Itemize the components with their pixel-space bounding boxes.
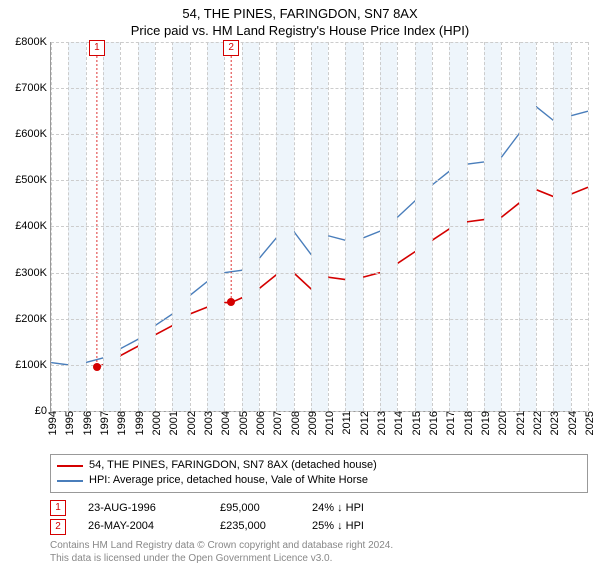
x-axis-label: 2015 <box>407 411 423 435</box>
x-axis-label: 2018 <box>459 411 475 435</box>
x-axis-label: 2016 <box>424 411 440 435</box>
x-axis-label: 2021 <box>511 411 527 435</box>
chart-container: 54, THE PINES, FARINGDON, SN7 8AX Price … <box>0 0 600 560</box>
y-axis-label: £700K <box>15 82 51 94</box>
legend-box: 54, THE PINES, FARINGDON, SN7 8AX (detac… <box>50 454 588 493</box>
sale-row-marker: 1 <box>50 500 66 516</box>
x-axis-label: 2022 <box>528 411 544 435</box>
sale-row: 2 26-MAY-2004 £235,000 25% ↓ HPI <box>50 517 588 536</box>
y-axis-label: £100K <box>15 359 51 371</box>
x-axis-label: 2023 <box>545 411 561 435</box>
y-axis-label: £300K <box>15 267 51 279</box>
legend-swatch <box>57 465 83 467</box>
x-axis-label: 2025 <box>580 411 596 435</box>
x-axis-label: 2011 <box>337 411 353 435</box>
sale-price: £95,000 <box>220 499 290 518</box>
x-axis-label: 2003 <box>199 411 215 435</box>
sales-table: 1 23-AUG-1996 £95,000 24% ↓ HPI 2 26-MAY-2004… <box>50 499 588 536</box>
legend-swatch <box>57 480 83 482</box>
sale-marker-2: 2 <box>223 40 239 56</box>
x-axis-label: 1995 <box>60 411 76 435</box>
legend-item: 54, THE PINES, FARINGDON, SN7 8AX (detac… <box>57 458 581 473</box>
legend-label: 54, THE PINES, FARINGDON, SN7 8AX (detac… <box>89 458 377 473</box>
x-axis-label: 2017 <box>441 411 457 435</box>
sale-delta: 24% ↓ HPI <box>312 499 364 518</box>
footnote-line1: Contains HM Land Registry data © Crown c… <box>50 540 588 553</box>
x-axis-label: 1998 <box>112 411 128 435</box>
x-axis-label: 2002 <box>182 411 198 435</box>
x-axis-label: 2019 <box>476 411 492 435</box>
x-axis-label: 1996 <box>78 411 94 435</box>
x-axis-label: 2014 <box>389 411 405 435</box>
legend-label: HPI: Average price, detached house, Vale… <box>89 473 368 488</box>
y-axis-label: £600K <box>15 128 51 140</box>
sale-row-marker: 2 <box>50 519 66 535</box>
x-axis-label: 2010 <box>320 411 336 435</box>
footnote: Contains HM Land Registry data © Crown c… <box>50 540 588 565</box>
chart-title-line1: 54, THE PINES, FARINGDON, SN7 8AX <box>0 0 600 23</box>
sale-date: 23-AUG-1996 <box>88 499 198 518</box>
sale-dot-1 <box>93 363 101 371</box>
sale-price: £235,000 <box>220 517 290 536</box>
sale-delta: 25% ↓ HPI <box>312 517 364 536</box>
x-axis-label: 2001 <box>164 411 180 435</box>
x-axis-label: 2000 <box>147 411 163 435</box>
x-axis-label: 2012 <box>355 411 371 435</box>
y-axis-label: £500K <box>15 174 51 186</box>
x-axis-label: 2009 <box>303 411 319 435</box>
x-axis-label: 2004 <box>216 411 232 435</box>
y-axis-label: £400K <box>15 220 51 232</box>
y-axis-label: £200K <box>15 313 51 325</box>
x-axis-label: 2008 <box>286 411 302 435</box>
x-axis-label: 2007 <box>268 411 284 435</box>
x-axis-label: 2006 <box>251 411 267 435</box>
x-axis-label: 2020 <box>493 411 509 435</box>
x-axis-label: 1997 <box>95 411 111 435</box>
y-axis-label: £800K <box>15 36 51 48</box>
series-price_paid <box>97 187 588 367</box>
sale-dot-2 <box>227 298 235 306</box>
footnote-line2: This data is licensed under the Open Gov… <box>50 553 588 565</box>
x-axis-label: 1999 <box>130 411 146 435</box>
x-axis-label: 2005 <box>234 411 250 435</box>
x-axis-label: 1994 <box>43 411 59 435</box>
x-axis-label: 2024 <box>563 411 579 435</box>
x-axis-label: 2013 <box>372 411 388 435</box>
sale-date: 26-MAY-2004 <box>88 517 198 536</box>
legend-item: HPI: Average price, detached house, Vale… <box>57 473 581 488</box>
chart-plot-area: £0£100K£200K£300K£400K£500K£600K£700K£80… <box>50 42 588 412</box>
sale-row: 1 23-AUG-1996 £95,000 24% ↓ HPI <box>50 499 588 518</box>
sale-marker-1: 1 <box>89 40 105 56</box>
